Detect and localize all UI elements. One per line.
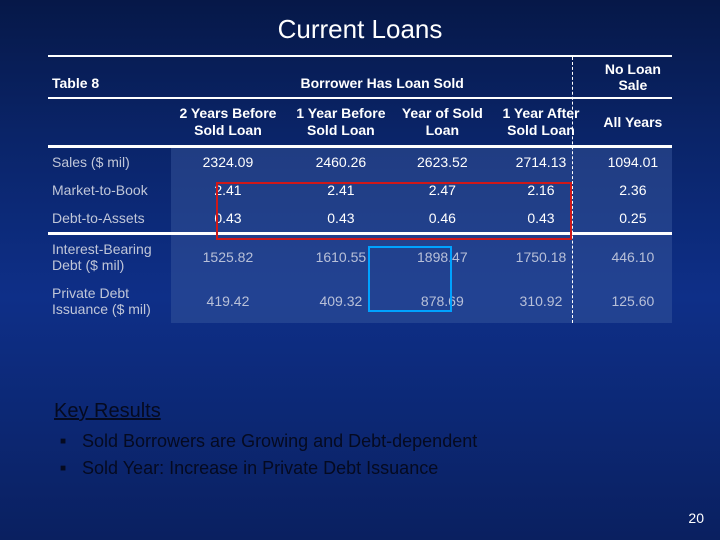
cell: 0.25 bbox=[594, 204, 672, 234]
table-row: Private Debt Issuance ($ mil)419.42409.3… bbox=[48, 279, 672, 323]
cell: 1525.82 bbox=[171, 233, 286, 279]
cell: 1094.01 bbox=[594, 146, 672, 176]
col-group-sold: Borrower Has Loan Sold bbox=[171, 56, 594, 98]
cell: 125.60 bbox=[594, 279, 672, 323]
row-label: Private Debt Issuance ($ mil) bbox=[48, 279, 171, 323]
table-row: Sales ($ mil)2324.092460.262623.522714.1… bbox=[48, 146, 672, 176]
page-number: 20 bbox=[688, 510, 704, 526]
col-header: All Years bbox=[594, 98, 672, 146]
col-group-nosale: No Loan Sale bbox=[594, 56, 672, 98]
cell: 1898.47 bbox=[396, 233, 488, 279]
col-header: 1 Year After Sold Loan bbox=[488, 98, 594, 146]
row-label: Interest-Bearing Debt ($ mil) bbox=[48, 233, 171, 279]
table-row: Debt-to-Assets0.430.430.460.430.25 bbox=[48, 204, 672, 234]
cell: 0.43 bbox=[171, 204, 286, 234]
cell: 2324.09 bbox=[171, 146, 286, 176]
cell: 2.16 bbox=[488, 176, 594, 204]
table-label: Table 8 bbox=[48, 56, 171, 98]
table-container: Table 8 Borrower Has Loan Sold No Loan S… bbox=[48, 55, 672, 323]
cell: 1610.55 bbox=[285, 233, 396, 279]
bullet-item: Sold Year: Increase in Private Debt Issu… bbox=[82, 458, 654, 479]
cell: 2460.26 bbox=[285, 146, 396, 176]
cell: 2.47 bbox=[396, 176, 488, 204]
key-results-box: Key Results Sold Borrowers are Growing a… bbox=[54, 400, 654, 485]
cell: 446.10 bbox=[594, 233, 672, 279]
cell: 878.69 bbox=[396, 279, 488, 323]
col-header: 2 Years Before Sold Loan bbox=[171, 98, 286, 146]
row-label: Market-to-Book bbox=[48, 176, 171, 204]
cell: 2.36 bbox=[594, 176, 672, 204]
cell: 419.42 bbox=[171, 279, 286, 323]
cell: 0.43 bbox=[285, 204, 396, 234]
row-label: Sales ($ mil) bbox=[48, 146, 171, 176]
row-label: Debt-to-Assets bbox=[48, 204, 171, 234]
cell: 1750.18 bbox=[488, 233, 594, 279]
cell: 0.46 bbox=[396, 204, 488, 234]
slide-title: Current Loans bbox=[0, 0, 720, 55]
cell: 2.41 bbox=[285, 176, 396, 204]
cell: 2.41 bbox=[171, 176, 286, 204]
cell: 0.43 bbox=[488, 204, 594, 234]
cell: 409.32 bbox=[285, 279, 396, 323]
cell: 2623.52 bbox=[396, 146, 488, 176]
column-separator bbox=[572, 57, 573, 323]
bullet-item: Sold Borrowers are Growing and Debt-depe… bbox=[82, 431, 654, 452]
data-table: Table 8 Borrower Has Loan Sold No Loan S… bbox=[48, 55, 672, 323]
cell: 310.92 bbox=[488, 279, 594, 323]
col-header: Year of Sold Loan bbox=[396, 98, 488, 146]
key-results-title: Key Results bbox=[54, 400, 654, 423]
col-header: 1 Year Before Sold Loan bbox=[285, 98, 396, 146]
table-row: Market-to-Book2.412.412.472.162.36 bbox=[48, 176, 672, 204]
table-row: Interest-Bearing Debt ($ mil)1525.821610… bbox=[48, 233, 672, 279]
cell: 2714.13 bbox=[488, 146, 594, 176]
